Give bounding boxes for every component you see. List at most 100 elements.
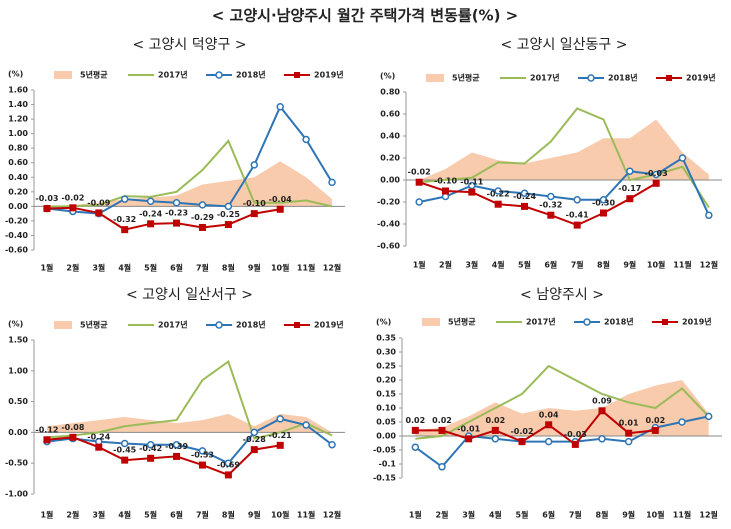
data-label: 0.02 <box>432 416 452 425</box>
y-tick-label: 1.60 <box>8 86 28 95</box>
marker <box>678 154 687 162</box>
data-label: -0.25 <box>217 210 240 219</box>
x-tick-label: 11월 <box>673 260 692 270</box>
chart-title: < 고양시 일산서구 > <box>126 287 253 303</box>
x-tick-label: 6월 <box>170 510 183 520</box>
y-tick-label: 0.00 <box>380 176 400 185</box>
marker <box>545 421 553 429</box>
line <box>46 436 281 477</box>
data-label: -0.21 <box>269 431 292 440</box>
marker <box>69 433 77 441</box>
x-tick-label: 3월 <box>92 510 105 520</box>
marker <box>250 446 258 454</box>
data-label: -0.01 <box>457 424 480 433</box>
marker <box>224 459 233 467</box>
x-tick-label: 5월 <box>518 260 531 270</box>
x-tick-label: 4월 <box>118 510 131 520</box>
marker <box>302 421 310 429</box>
y-tick-label: 0.05 <box>376 418 396 427</box>
x-tick-label: 4월 <box>492 260 505 270</box>
line <box>46 139 333 208</box>
chart-title: < 고양시 덕양구 > <box>132 37 246 53</box>
x-tick-label: 10월 <box>647 260 666 270</box>
legend-label: 2019년 <box>686 73 716 83</box>
data-label: 0.09 <box>592 396 612 405</box>
y-tick-label: 0.50 <box>8 397 28 406</box>
data-label: -0.42 <box>139 444 162 453</box>
marker <box>121 226 129 234</box>
data-label: -0.03 <box>564 430 587 439</box>
legend-label: 2019년 <box>682 317 712 327</box>
y-tick-label: 0.40 <box>380 132 400 141</box>
x-tick-label: 3월 <box>462 510 475 520</box>
marker <box>494 200 502 208</box>
y-tick-label: 0.80 <box>8 144 28 153</box>
marker <box>598 435 606 443</box>
chart-title: < 남양주시 > <box>520 287 604 303</box>
marker <box>224 471 232 479</box>
marker <box>120 195 129 203</box>
x-tick-label: 2월 <box>66 510 79 520</box>
x-tick-label: 7월 <box>569 510 582 520</box>
data-label: -0.45 <box>113 446 136 455</box>
figure-title: < 고양시·남양주시 월간 주택가격 변동률(%) > <box>212 7 519 25</box>
marker <box>198 447 207 455</box>
marker <box>198 223 206 231</box>
x-tick-label: 12월 <box>323 510 342 520</box>
data-label: -0.24 <box>513 192 536 201</box>
legend-marker <box>215 71 223 79</box>
data-label: -0.12 <box>35 425 58 434</box>
marker <box>172 440 181 449</box>
legend-marker <box>587 74 595 82</box>
legend-marker <box>662 319 668 325</box>
y-tick-label: 1.50 <box>8 336 28 345</box>
marker <box>547 211 555 219</box>
legend-label: 5년평균 <box>452 73 480 83</box>
marker <box>626 167 634 175</box>
marker <box>276 441 284 449</box>
x-tick-label: 5월 <box>144 263 157 273</box>
x-tick-label: 6월 <box>170 263 183 273</box>
marker <box>411 426 419 434</box>
marker <box>521 202 528 210</box>
data-label: -0.32 <box>539 201 562 210</box>
area <box>46 161 333 207</box>
marker <box>146 197 155 206</box>
y-tick-label: 0.30 <box>376 348 396 357</box>
data-label: -0.02 <box>61 193 84 202</box>
legend-label: 2018년 <box>608 73 638 83</box>
line <box>414 415 709 469</box>
legend-label: 2018년 <box>236 320 266 330</box>
data-label: -0.03 <box>35 194 58 203</box>
marker <box>328 440 336 449</box>
y-tick-label: -0.60 <box>377 242 400 251</box>
chart-title: < 고양시 일산동구 > <box>501 37 628 53</box>
x-tick-label: 9월 <box>622 510 635 520</box>
marker <box>547 192 555 201</box>
x-tick-label: 3월 <box>92 263 105 273</box>
y-tick-label: 0.10 <box>376 404 396 413</box>
line <box>418 181 657 227</box>
y-tick-label: -0.15 <box>373 474 396 483</box>
data-label: -0.32 <box>113 215 136 224</box>
line <box>418 156 710 216</box>
data-label: -0.28 <box>243 435 266 444</box>
y-tick-label: -1.00 <box>5 490 28 499</box>
x-tick-label: 12월 <box>699 510 718 520</box>
legend-label: 2018년 <box>604 317 634 327</box>
y-tick-label: -0.50 <box>5 459 28 468</box>
data-label: 0.02 <box>645 416 665 425</box>
legend-label: 5년평균 <box>80 70 108 80</box>
legend-swatch <box>54 71 72 79</box>
data-label: -0.10 <box>434 177 457 186</box>
unit-label: (%) <box>8 320 23 329</box>
marker <box>95 209 103 217</box>
marker <box>465 435 473 443</box>
y-tick-label: 0.35 <box>376 334 396 343</box>
marker <box>250 428 259 437</box>
y-tick-label: 1.20 <box>8 115 28 124</box>
marker <box>276 205 284 213</box>
data-label: -0.53 <box>191 451 214 460</box>
line <box>46 104 333 215</box>
marker <box>147 454 155 462</box>
